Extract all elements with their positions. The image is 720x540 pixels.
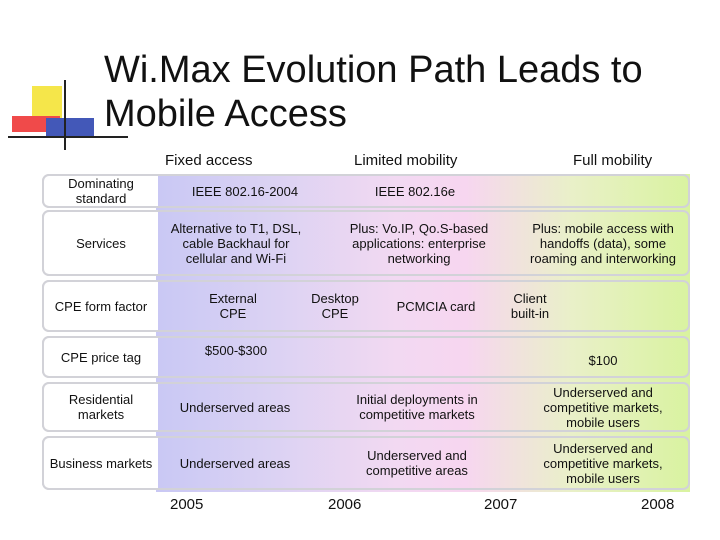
row-label-cpe-price: CPE price tag <box>42 336 158 378</box>
cell-business-limited: Underserved and competitive areas <box>366 448 468 478</box>
cell-price-full: $100 <box>588 352 618 368</box>
row-label-services: Services <box>42 210 158 276</box>
slide-title-line2: Mobile Access <box>104 93 347 135</box>
slide-title-line1: Wi.Max Evolution Path Leads to <box>104 49 643 91</box>
decor-vertical-line <box>64 80 66 150</box>
column-header-fixed: Fixed access <box>165 152 253 169</box>
mobility-gradient-band <box>156 174 690 492</box>
decor-horizontal-line <box>8 136 128 138</box>
row-label-standard: Dominating standard <box>42 174 158 208</box>
cell-cpe-external: External CPE <box>209 291 257 321</box>
cell-cpe-pcmcia: PCMCIA card <box>396 298 476 314</box>
year-2008: 2008 <box>641 496 675 513</box>
cell-services-fixed: Alternative to T1, DSL, cable Backhaul f… <box>170 220 302 266</box>
year-2006: 2006 <box>328 496 362 513</box>
row-label-residential: Residential markets <box>42 382 158 432</box>
cell-business-fixed: Underserved areas <box>179 455 291 471</box>
cell-business-full: Underserved and competitive markets, mob… <box>543 440 663 486</box>
cell-cpe-client: Client built-in <box>510 291 550 321</box>
row-label-business: Business markets <box>42 436 158 490</box>
cell-residential-limited: Initial deployments in competitive marke… <box>356 392 478 422</box>
slide-title: Wi.Max Evolution Path Leads to Mobile Ac… <box>104 48 714 136</box>
cell-standard-mobile: IEEE 802.16e <box>374 183 456 199</box>
cell-residential-full: Underserved and competitive markets, mob… <box>543 384 663 430</box>
cell-standard-fixed: IEEE 802.16-2004 <box>191 183 299 199</box>
row-label-cpe-form: CPE form factor <box>42 280 158 332</box>
decor-blue-block <box>46 118 94 136</box>
column-header-limited: Limited mobility <box>354 152 458 169</box>
year-2005: 2005 <box>170 496 204 513</box>
cell-services-full: Plus: mobile access with handoffs (data)… <box>530 220 676 266</box>
cell-cpe-desktop: Desktop CPE <box>311 291 359 321</box>
cell-services-limited: Plus: Vo.IP, Qo.S-based applications: en… <box>349 220 489 266</box>
column-header-full: Full mobility <box>573 152 653 169</box>
cell-price-fixed: $500-$300 <box>204 342 268 358</box>
cell-residential-fixed: Underserved areas <box>179 399 291 415</box>
year-2007: 2007 <box>484 496 518 513</box>
